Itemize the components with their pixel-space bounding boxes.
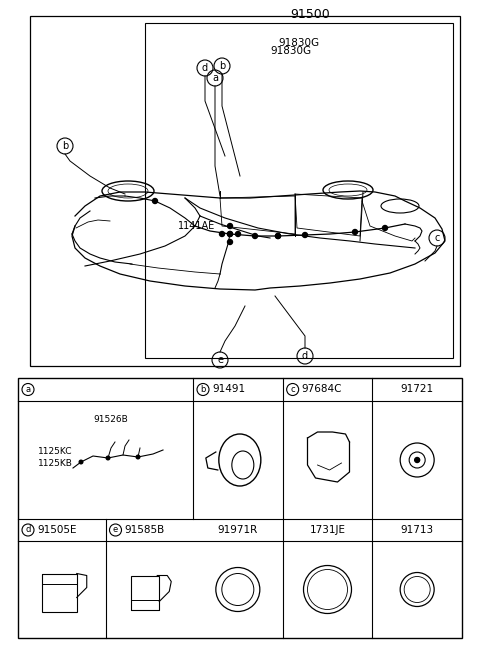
Text: 91830G: 91830G xyxy=(278,38,319,48)
Circle shape xyxy=(352,230,358,234)
Circle shape xyxy=(276,234,280,239)
Text: 91505E: 91505E xyxy=(37,525,76,535)
Circle shape xyxy=(219,232,225,237)
Text: 91830G: 91830G xyxy=(270,46,311,56)
Text: 91585B: 91585B xyxy=(124,525,165,535)
Text: a: a xyxy=(212,73,218,83)
Bar xyxy=(131,600,159,609)
Bar xyxy=(18,378,462,638)
Circle shape xyxy=(106,456,110,460)
Bar xyxy=(42,573,77,611)
Text: b: b xyxy=(62,141,68,151)
Text: 1125KC: 1125KC xyxy=(38,447,72,455)
Text: a: a xyxy=(25,385,31,394)
Circle shape xyxy=(236,232,240,237)
Circle shape xyxy=(79,461,83,464)
Circle shape xyxy=(228,224,232,228)
Text: 91500: 91500 xyxy=(290,8,330,21)
Circle shape xyxy=(136,455,140,459)
Circle shape xyxy=(228,232,232,237)
Text: 91721: 91721 xyxy=(401,384,434,394)
Text: c: c xyxy=(434,233,440,243)
Text: 91491: 91491 xyxy=(212,384,245,394)
Bar xyxy=(42,573,77,583)
Bar xyxy=(30,16,460,366)
Text: 1125KB: 1125KB xyxy=(38,459,73,468)
Bar xyxy=(131,575,159,609)
Circle shape xyxy=(276,234,280,239)
Text: 1731JE: 1731JE xyxy=(310,525,346,535)
Text: 1141AE: 1141AE xyxy=(178,221,215,231)
Text: 91971R: 91971R xyxy=(218,525,258,535)
Circle shape xyxy=(302,232,308,237)
Text: b: b xyxy=(200,385,206,394)
Circle shape xyxy=(153,199,157,203)
Text: e: e xyxy=(113,525,118,535)
Circle shape xyxy=(415,457,420,462)
Circle shape xyxy=(228,239,232,245)
Text: 91526B: 91526B xyxy=(93,415,128,424)
Text: b: b xyxy=(219,61,225,71)
Text: d: d xyxy=(25,525,31,535)
Text: 97684C: 97684C xyxy=(301,384,342,394)
Bar xyxy=(145,23,453,358)
Circle shape xyxy=(383,226,387,230)
Text: d: d xyxy=(302,351,308,361)
Text: d: d xyxy=(202,63,208,73)
Text: 91713: 91713 xyxy=(401,525,434,535)
Circle shape xyxy=(228,232,232,237)
Text: c: c xyxy=(290,385,295,394)
Circle shape xyxy=(252,234,257,239)
Text: e: e xyxy=(217,355,223,365)
